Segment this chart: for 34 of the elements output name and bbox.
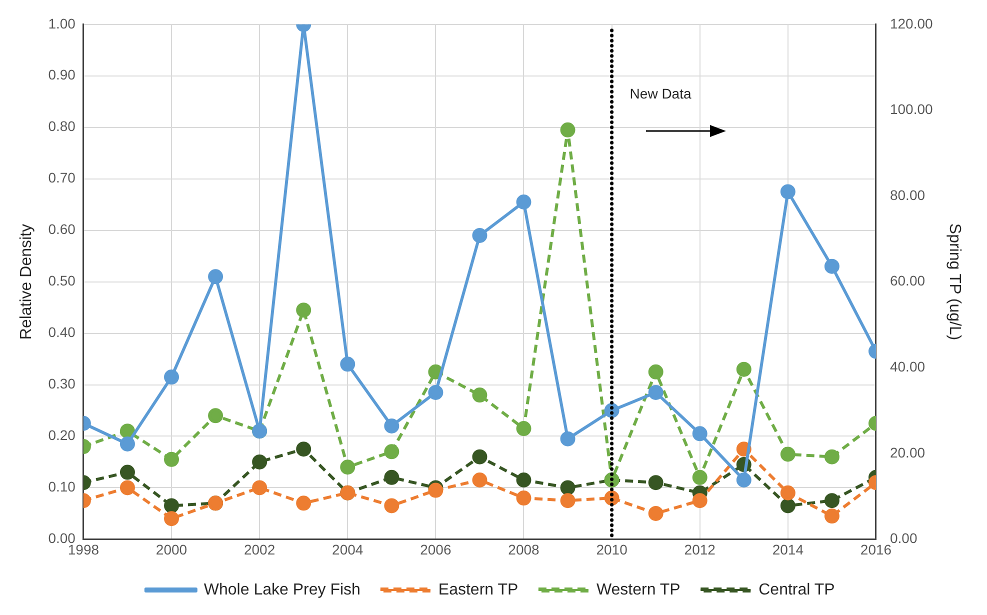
- y2-tick-label: 100.00: [890, 101, 934, 118]
- y2-tick-label: 0.00: [890, 530, 918, 546]
- x-tick-label: 2006: [420, 541, 452, 558]
- y-tick-label: 0.00: [48, 530, 76, 546]
- legend-label: Eastern TP: [438, 581, 518, 598]
- x-tick-label: 2008: [508, 541, 540, 558]
- legend-label: Central TP: [758, 581, 835, 598]
- x-tick-label: 2012: [684, 541, 716, 558]
- y-tick-label: 0.70: [48, 170, 76, 186]
- x-tick-label: 2004: [332, 541, 364, 558]
- x-tick-label: 2014: [772, 541, 804, 558]
- x-tick-label: 2000: [156, 541, 188, 558]
- y-tick-label: 0.90: [48, 66, 76, 83]
- x-tick-label: 2010: [596, 541, 628, 558]
- y-tick-label: 1.00: [48, 15, 76, 32]
- y-tick-label: 0.60: [48, 221, 76, 238]
- y2-tick-label: 60.00: [890, 272, 926, 289]
- y2-tick-label: 80.00: [890, 186, 926, 203]
- legend-label: Western TP: [596, 581, 680, 598]
- x-tick-label: 2002: [244, 541, 276, 558]
- y-axis-title: Relative Density: [18, 224, 36, 340]
- annotation: New Data: [630, 85, 692, 102]
- y-tick-label: 0.40: [48, 324, 76, 340]
- y2-axis-title: Spring TP (ug/L): [946, 223, 963, 340]
- y-tick-label: 0.20: [48, 427, 76, 444]
- y-tick-label: 0.10: [48, 478, 76, 495]
- y2-tick-label: 20.00: [890, 444, 926, 460]
- y-tick-label: 0.80: [48, 118, 76, 134]
- y2-tick-label: 40.00: [890, 358, 926, 374]
- y-tick-label: 0.30: [48, 376, 76, 392]
- x-tick-label: 2016: [860, 541, 892, 558]
- legend-label: Whole Lake Prey Fish: [204, 581, 360, 598]
- y-tick-label: 0.50: [48, 272, 76, 289]
- y2-tick-label: 120.00: [890, 15, 934, 32]
